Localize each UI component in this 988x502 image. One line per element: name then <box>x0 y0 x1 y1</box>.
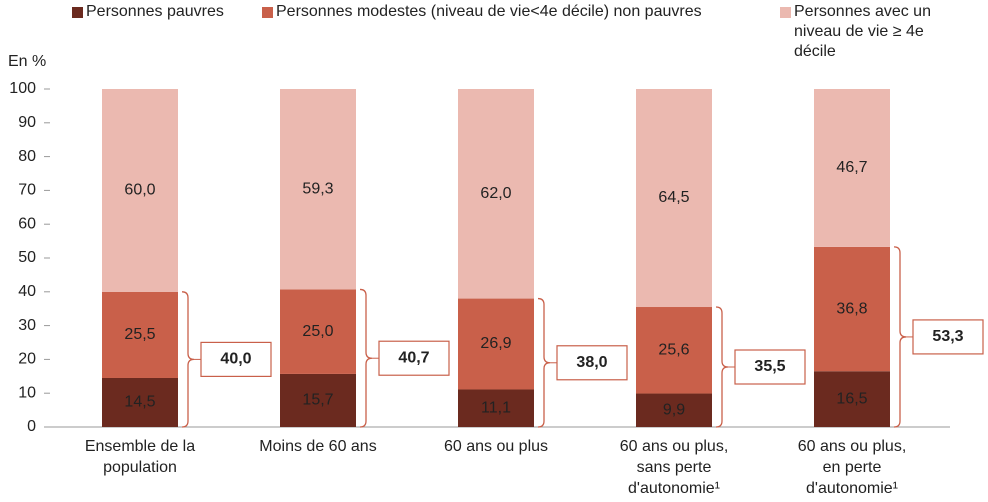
bar-segment <box>102 89 178 292</box>
bar-segment <box>814 371 890 427</box>
data-label: 25,6 <box>658 341 689 358</box>
bracket <box>181 291 195 428</box>
bar-segment <box>458 389 534 427</box>
x-tick-label: 60 ans ou plus, <box>798 438 907 455</box>
y-tick-label: 80 <box>18 148 36 165</box>
data-label: 64,5 <box>658 189 689 206</box>
total-box <box>734 349 806 385</box>
bar-segment <box>280 289 356 374</box>
x-tick-label: Moins de 60 ans <box>259 438 376 455</box>
bar-segment <box>458 298 534 390</box>
bracket <box>359 288 373 428</box>
legend-label: Personnes avec un niveau de vie ≥ 4e déc… <box>794 3 931 60</box>
total-box <box>556 345 628 381</box>
y-tick-label: 10 <box>18 384 36 401</box>
data-label: 14,5 <box>124 394 155 411</box>
bar-segment <box>280 89 356 290</box>
x-tick-label: d'autonomie¹ <box>806 480 898 497</box>
x-tick-label: 60 ans ou plus <box>444 438 548 455</box>
data-label: 9,9 <box>663 401 685 418</box>
bar-segment <box>636 89 712 308</box>
bar-segment <box>102 377 178 427</box>
x-tick-label: d'autonomie¹ <box>628 480 720 497</box>
data-label: 60,0 <box>124 182 155 199</box>
bracket <box>893 246 907 428</box>
legend-item: Personnes avec un niveau de vie ≥ 4e déc… <box>780 2 940 62</box>
data-label: 46,7 <box>836 159 867 176</box>
data-label: 11,1 <box>481 399 511 416</box>
bar-segment <box>636 393 712 427</box>
legend-label: Personnes modestes (niveau de vie<4e déc… <box>276 3 702 20</box>
data-label: 25,0 <box>302 323 333 340</box>
y-tick-label: 0 <box>27 418 36 435</box>
total-box <box>912 319 984 355</box>
legend-label: Personnes pauvres <box>86 3 224 20</box>
x-tick-label: population <box>103 459 177 476</box>
bar-segment <box>280 373 356 427</box>
y-tick-label: 20 <box>18 351 36 368</box>
total-box <box>378 340 450 376</box>
y-tick-label: 60 <box>18 215 36 232</box>
x-tick-label: Ensemble de la <box>85 438 195 455</box>
data-label: 26,9 <box>480 335 511 352</box>
total-label: 35,5 <box>754 358 785 375</box>
legend-swatch <box>72 7 83 18</box>
bracket <box>715 306 729 428</box>
bar-segment <box>102 291 178 378</box>
bracket <box>537 297 551 428</box>
legend-item: Personnes modestes (niveau de vie<4e déc… <box>262 2 702 22</box>
legend-item: Personnes pauvres <box>72 2 224 22</box>
x-tick-label: sans perte <box>637 459 712 476</box>
y-tick-label: 90 <box>18 114 36 131</box>
total-box <box>200 341 272 377</box>
data-label: 15,7 <box>302 392 333 409</box>
x-tick-label: en perte <box>823 459 882 476</box>
y-tick-label: 100 <box>9 80 36 97</box>
y-tick-label: 40 <box>18 283 36 300</box>
data-label: 16,5 <box>836 390 867 407</box>
total-label: 38,0 <box>576 354 607 371</box>
total-label: 53,3 <box>932 328 963 345</box>
legend-swatch <box>262 7 273 18</box>
total-label: 40,7 <box>398 349 429 366</box>
total-label: 40,0 <box>220 351 251 368</box>
y-tick-label: 70 <box>18 182 36 199</box>
bar-segment <box>814 89 890 247</box>
bar-segment <box>636 307 712 394</box>
y-tick-label: 30 <box>18 317 36 334</box>
data-label: 62,0 <box>480 185 511 202</box>
y-tick-label: 50 <box>18 249 36 266</box>
data-label: 25,5 <box>124 326 155 343</box>
y-axis-label: En % <box>8 53 46 70</box>
legend-swatch <box>780 7 791 18</box>
bar-segment <box>814 246 890 372</box>
x-tick-label: 60 ans ou plus, <box>620 438 729 455</box>
data-label: 59,3 <box>302 180 333 197</box>
data-label: 36,8 <box>836 300 867 317</box>
bar-segment <box>458 89 534 299</box>
